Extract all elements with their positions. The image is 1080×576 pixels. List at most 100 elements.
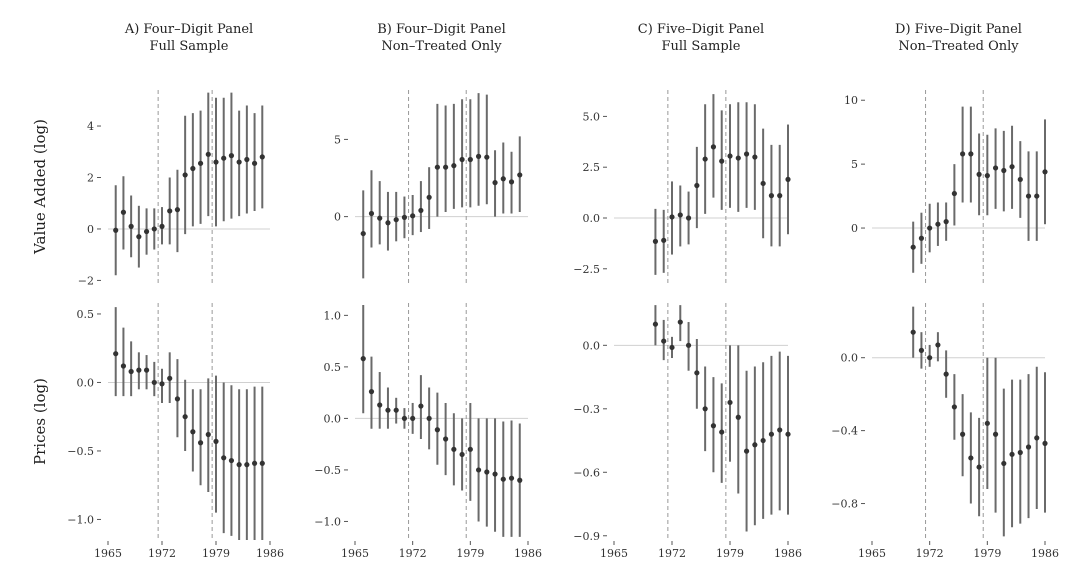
- point: [113, 351, 119, 357]
- point: [918, 235, 925, 241]
- point: [128, 368, 134, 375]
- point: [1034, 193, 1040, 199]
- point: [661, 338, 667, 344]
- point: [517, 172, 523, 178]
- y-tick-label: 2.5: [583, 161, 601, 174]
- point: [508, 475, 515, 481]
- point: [719, 429, 725, 435]
- point: [768, 431, 775, 437]
- point: [475, 467, 482, 473]
- point: [652, 238, 659, 244]
- panel-b-top-plot: 05: [334, 90, 528, 283]
- point: [768, 193, 775, 199]
- point: [205, 431, 211, 438]
- panel-a-bottom-plot: −1.0 −0.5 0.0 0.5: [67, 303, 270, 540]
- point: [785, 176, 791, 182]
- point: [393, 217, 399, 223]
- y-tick-label: −0.9: [573, 530, 600, 543]
- y-tick-label: −2: [78, 274, 94, 287]
- point: [236, 159, 242, 165]
- row-label-prices: Prices (log): [31, 378, 49, 465]
- point: [1034, 435, 1040, 441]
- y-tick-label: 1.0: [324, 309, 342, 322]
- panel-a-title-line-1: A) Four–Digit Panel: [124, 22, 253, 37]
- x-tick-label: 1979: [973, 547, 1001, 560]
- point: [517, 477, 523, 483]
- y-tick-label: 5: [851, 158, 858, 171]
- panel-d-title-line-2: Non–Treated Only: [898, 39, 1019, 54]
- point: [120, 363, 127, 369]
- x-tick-label: 1965: [341, 547, 369, 560]
- point: [685, 342, 692, 348]
- point: [426, 415, 432, 422]
- point: [360, 356, 366, 362]
- point: [1025, 193, 1032, 199]
- point: [951, 190, 957, 197]
- panel-titles: A) Four–Digit Panel Full Sample B) Four–Di…: [124, 22, 1022, 54]
- point: [735, 155, 741, 161]
- panel-d: 0 5 10 −0.8 −0.4 0.0 1965 1972 1979 1986: [831, 90, 1059, 560]
- point: [418, 207, 424, 214]
- point: [143, 228, 150, 235]
- point: [652, 321, 659, 327]
- x-tick-label: 1986: [514, 547, 542, 560]
- point: [251, 160, 258, 166]
- point: [927, 355, 933, 361]
- panel-d-title-line-1: D) Five–Digit Panel: [895, 22, 1022, 37]
- point: [197, 160, 204, 166]
- y-tick-label: 4: [87, 120, 94, 133]
- point: [943, 371, 949, 377]
- y-tick-label: 2: [87, 171, 94, 184]
- point: [190, 165, 196, 172]
- point: [661, 237, 667, 243]
- x-tick-label: 1965: [858, 547, 886, 560]
- point: [221, 155, 227, 161]
- point: [443, 164, 449, 170]
- x-tick-label: 1972: [148, 547, 176, 560]
- point: [377, 402, 383, 408]
- point: [393, 407, 399, 413]
- point: [918, 347, 925, 353]
- point: [459, 451, 465, 458]
- x-tick-label: 1965: [94, 547, 122, 560]
- point: [159, 223, 165, 229]
- point: [1025, 444, 1032, 450]
- point: [1009, 451, 1015, 457]
- point: [677, 319, 683, 325]
- point: [244, 462, 250, 468]
- y-tick-label: 0.0: [841, 352, 859, 365]
- y-tick-label: −1.0: [314, 515, 341, 528]
- point: [685, 215, 692, 221]
- point: [976, 171, 982, 177]
- y-tick-label: 0.5: [324, 361, 342, 374]
- panel-b-bottom-plot: −1.0 −0.5 0.0 0.5 1.0: [314, 303, 528, 540]
- point: [743, 448, 750, 454]
- point: [777, 193, 783, 199]
- point: [113, 227, 119, 233]
- point: [128, 223, 134, 229]
- point: [669, 214, 675, 220]
- point: [167, 375, 173, 381]
- x-tick-label: 1972: [916, 547, 944, 560]
- y-tick-label: −0.3: [573, 403, 600, 416]
- x-tick-label: 1979: [202, 547, 230, 560]
- y-tick-label: 0.0: [77, 376, 95, 389]
- point: [735, 414, 741, 420]
- point: [508, 179, 515, 185]
- x-tick-label: 1965: [600, 547, 628, 560]
- point: [943, 219, 949, 225]
- point: [259, 154, 265, 160]
- point: [1001, 167, 1007, 174]
- y-tick-label: 0.0: [583, 212, 601, 225]
- panel-c-top-plot: −2.5 0.0 2.5 5.0: [573, 90, 791, 283]
- point: [968, 151, 974, 157]
- x-tick-label: 1979: [456, 547, 484, 560]
- point: [951, 404, 957, 410]
- point: [984, 173, 990, 179]
- point: [410, 415, 416, 422]
- x-tick-label: 1972: [658, 547, 686, 560]
- y-tick-label: 10: [844, 94, 858, 107]
- point: [159, 381, 165, 387]
